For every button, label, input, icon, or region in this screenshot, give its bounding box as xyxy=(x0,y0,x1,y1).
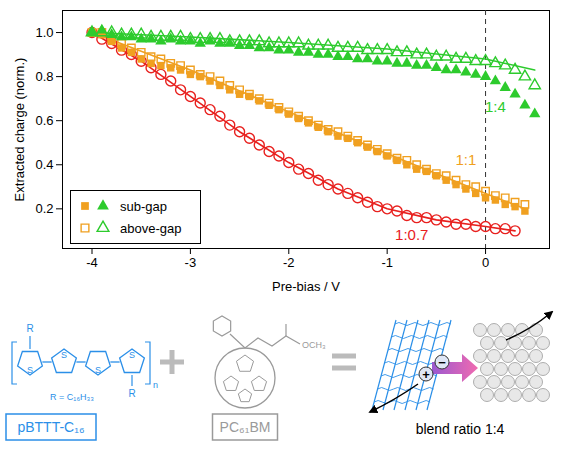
svg-text:1:4: 1:4 xyxy=(485,98,506,115)
svg-text:-2: -2 xyxy=(283,255,295,270)
svg-text:S: S xyxy=(27,365,33,375)
svg-text:-3: -3 xyxy=(185,255,197,270)
svg-text:0: 0 xyxy=(482,255,489,270)
svg-text:n: n xyxy=(153,380,158,390)
svg-text:S: S xyxy=(129,350,135,360)
svg-text:0.8: 0.8 xyxy=(35,69,53,84)
svg-text:R = C₁₆H₃₃: R = C₁₆H₃₃ xyxy=(50,392,94,402)
svg-text:1:1: 1:1 xyxy=(455,151,476,168)
svg-text:-4: -4 xyxy=(86,255,98,270)
svg-text:PC₆₁BM: PC₆₁BM xyxy=(220,419,271,435)
svg-text:+: + xyxy=(422,367,430,382)
svg-text:R: R xyxy=(26,323,33,334)
svg-text:pBTTT-C₁₆: pBTTT-C₁₆ xyxy=(17,419,84,435)
svg-text:Pre-bias / V: Pre-bias / V xyxy=(272,279,340,294)
svg-text:-1: -1 xyxy=(381,255,393,270)
svg-text:−: − xyxy=(438,355,446,370)
svg-text:above-gap: above-gap xyxy=(120,221,181,236)
svg-text:blend ratio 1:4: blend ratio 1:4 xyxy=(416,421,505,437)
svg-text:R: R xyxy=(128,388,135,399)
svg-text:sub-gap: sub-gap xyxy=(120,199,167,214)
svg-text:1.0: 1.0 xyxy=(35,25,53,40)
svg-text:0.6: 0.6 xyxy=(35,113,53,128)
svg-text:Extracted charge (norm.): Extracted charge (norm.) xyxy=(12,58,27,202)
svg-text:0.4: 0.4 xyxy=(35,157,53,172)
svg-text:OCH₃: OCH₃ xyxy=(302,340,326,350)
svg-text:S: S xyxy=(61,350,67,360)
svg-text:S: S xyxy=(95,365,101,375)
svg-text:0.2: 0.2 xyxy=(35,201,53,216)
svg-text:1:0.7: 1:0.7 xyxy=(395,226,428,243)
